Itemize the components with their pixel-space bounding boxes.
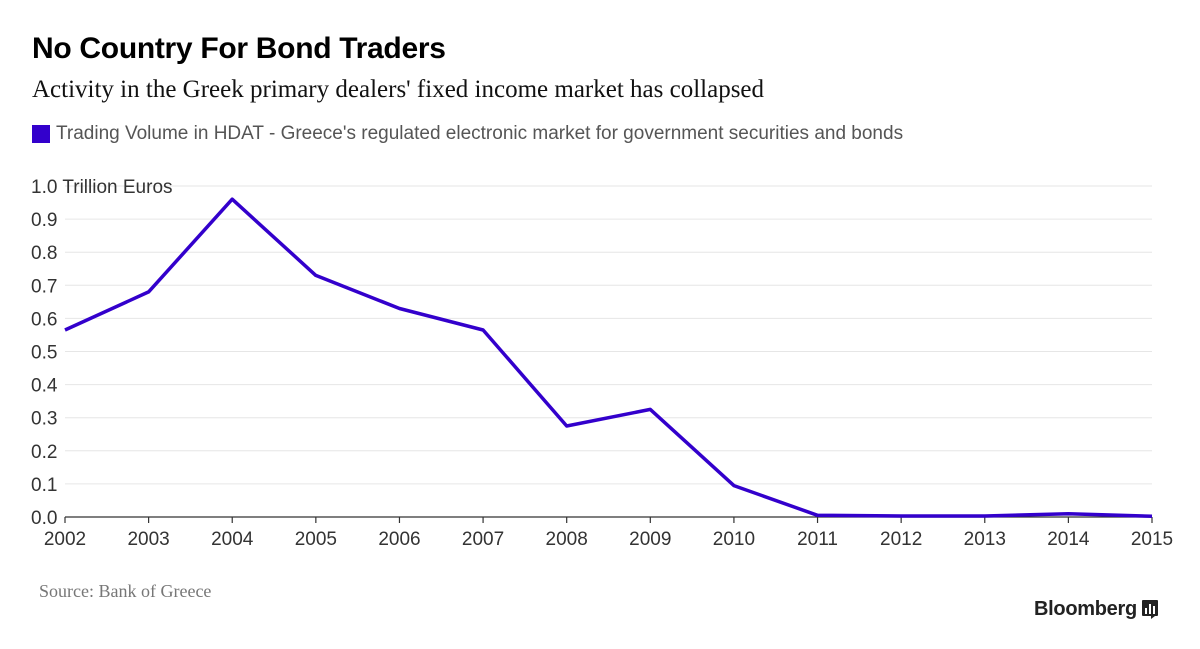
y-tick-label: 0.7: [31, 276, 57, 297]
x-tick-label: 2003: [127, 529, 169, 550]
x-tick-label: 2010: [713, 529, 755, 550]
y-tick-label: 1.0 Trillion Euros: [31, 177, 173, 198]
legend-swatch: [32, 125, 50, 143]
series-line: [64, 197, 1153, 519]
y-tick-label: 0.0: [31, 508, 57, 529]
x-tick-label: 2015: [1131, 529, 1173, 550]
brand-logo: Bloomberg: [1034, 598, 1158, 621]
y-tick-label: 0.3: [31, 409, 57, 430]
y-tick-label: 0.6: [31, 309, 57, 330]
x-tick-label: 2002: [44, 529, 86, 550]
x-tick-label: 2009: [629, 529, 671, 550]
chart-title: No Country For Bond Traders: [32, 32, 446, 65]
y-tick-label: 0.8: [31, 243, 57, 264]
x-tick-label: 2011: [797, 529, 838, 550]
y-tick-label: 0.1: [31, 475, 57, 496]
y-tick-label: 0.4: [31, 376, 58, 397]
y-tick-label: 0.9: [31, 210, 57, 231]
x-tick-label: 2014: [1047, 529, 1090, 550]
source-note: Source: Bank of Greece: [39, 581, 212, 601]
x-tick-label: 2013: [964, 529, 1006, 550]
x-tick-label: 2012: [880, 529, 922, 550]
x-tick-label: 2006: [378, 529, 420, 550]
x-tick-label: 2007: [462, 529, 504, 550]
legend: Trading Volume in HDAT - Greece's regula…: [32, 123, 903, 145]
bloomberg-terminal-icon: [1141, 600, 1158, 619]
brand-name: Bloomberg: [1034, 598, 1137, 620]
y-tick-label: 0.5: [31, 343, 57, 364]
x-tick-label: 2005: [295, 529, 337, 550]
x-tick-label: 2004: [211, 529, 254, 550]
chart-subtitle: Activity in the Greek primary dealers' f…: [32, 76, 765, 103]
x-tick-label: 2008: [546, 529, 588, 550]
legend-label: Trading Volume in HDAT - Greece's regula…: [56, 123, 904, 144]
y-tick-label: 0.2: [31, 442, 57, 463]
